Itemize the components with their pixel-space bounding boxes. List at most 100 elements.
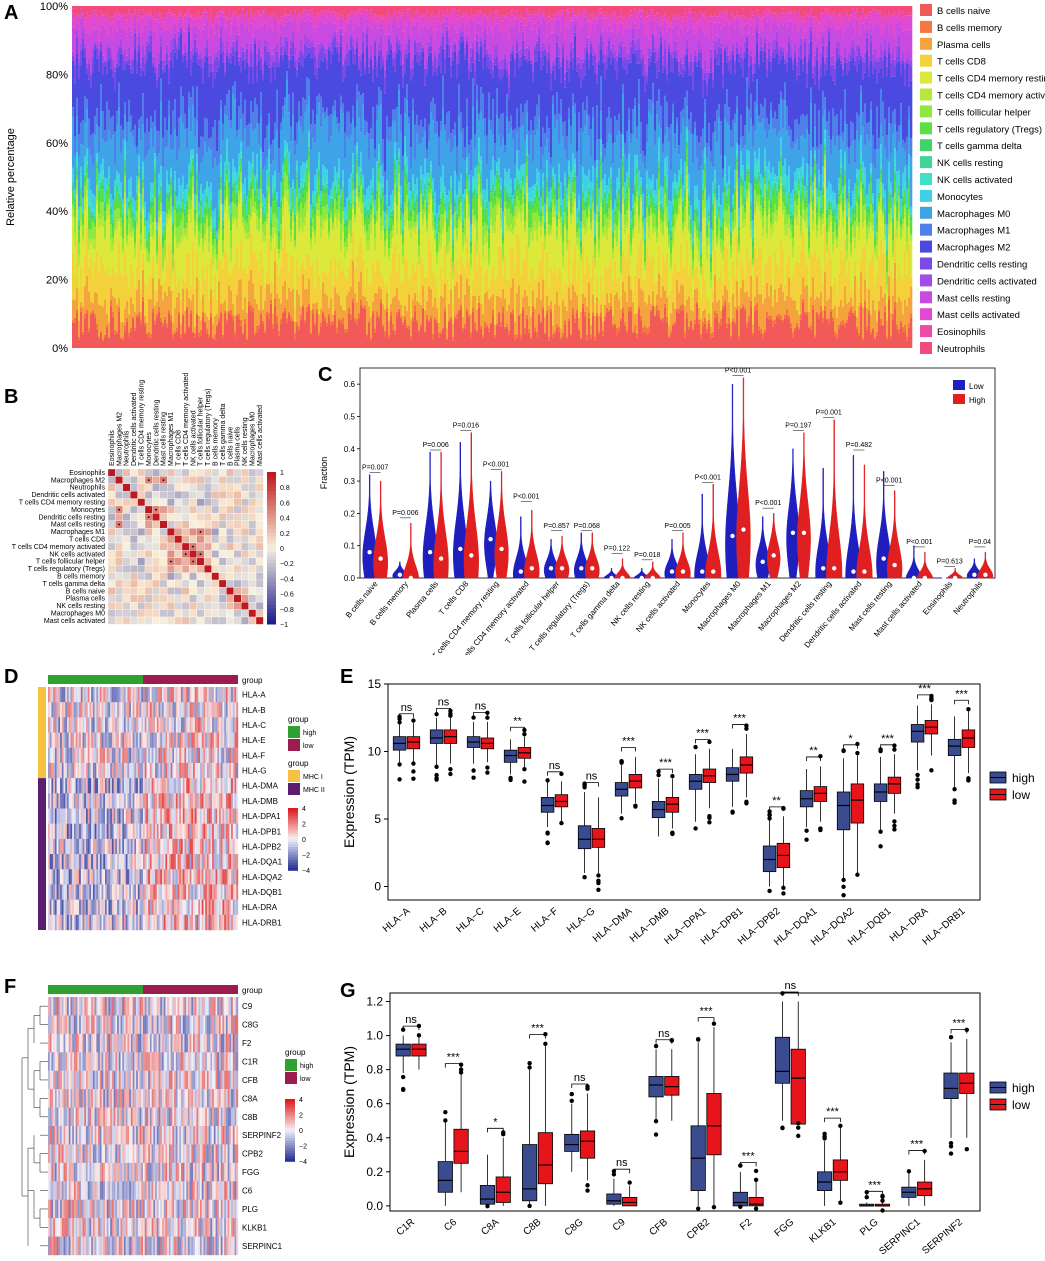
bar-segment [90, 210, 93, 216]
bar-segment [222, 62, 225, 124]
bar-segment [122, 19, 125, 29]
bar-segment [302, 19, 305, 53]
bar-segment [528, 187, 531, 194]
bar-segment [126, 219, 129, 236]
bar-segment [512, 216, 515, 230]
bar-segment [184, 15, 187, 32]
bar-segment [160, 243, 163, 286]
bar-segment [120, 182, 123, 192]
y-axis-label: Relative percentage [5, 128, 17, 226]
bar-segment [508, 86, 511, 99]
bar-segment [76, 116, 79, 152]
bar-segment [466, 237, 469, 279]
bar-segment [502, 232, 505, 237]
bar-segment [288, 6, 291, 15]
bar-segment [138, 178, 141, 183]
bar-segment [486, 48, 489, 54]
bar-segment [514, 26, 517, 58]
bar-segment [170, 135, 173, 150]
bar-segment [226, 26, 229, 41]
bar-segment [490, 183, 493, 189]
bar-segment [290, 39, 293, 48]
bar-segment [200, 136, 203, 164]
bar-segment [510, 60, 513, 116]
bar-segment [262, 6, 265, 11]
bar-segment [78, 16, 81, 36]
bar-segment [394, 164, 397, 170]
bar-segment [208, 147, 211, 188]
bar-segment [282, 44, 285, 55]
bar-segment [326, 9, 329, 17]
bar-segment [318, 169, 321, 171]
bar-segment [398, 156, 401, 161]
bar-segment [430, 14, 433, 17]
bar-segment [236, 50, 239, 131]
bar-segment [182, 16, 185, 20]
bar-segment [322, 311, 325, 314]
bar-segment [292, 188, 295, 193]
bar-segment [334, 47, 337, 101]
bar-segment [362, 52, 365, 94]
bar-segment [306, 55, 309, 78]
bar-segment [366, 10, 369, 19]
bar-segment [180, 323, 183, 334]
bar-segment [104, 334, 107, 337]
bar-segment [340, 46, 343, 96]
bar-segment [296, 76, 299, 123]
bar-segment [478, 173, 481, 185]
bar-segment [440, 247, 443, 269]
bar-segment [484, 208, 487, 214]
bar-segment [472, 209, 475, 217]
bar-segment [214, 59, 217, 79]
bar-segment [518, 19, 521, 32]
bar-segment [136, 51, 139, 61]
bar-segment [128, 64, 131, 100]
bar-segment [216, 12, 219, 17]
bar-segment [310, 124, 313, 151]
bar-segment [338, 181, 341, 185]
bar-segment [136, 185, 139, 194]
bar-segment [282, 285, 285, 313]
bar-segment [238, 180, 241, 182]
bar-segment [412, 18, 415, 22]
bar-segment [282, 162, 285, 168]
bar-segment [480, 10, 483, 13]
bar-segment [418, 329, 421, 332]
bar-segment [152, 312, 155, 348]
bar-segment [74, 322, 77, 348]
bar-segment [212, 219, 215, 228]
bar-segment [204, 240, 207, 281]
bar-segment [164, 12, 167, 17]
bar-segment [332, 286, 335, 315]
bar-segment [318, 43, 321, 54]
bar-segment [224, 181, 227, 186]
bar-segment [294, 249, 297, 307]
bar-segment [274, 227, 277, 234]
bar-segment [332, 223, 335, 228]
bar-segment [280, 323, 283, 348]
bar-segment [120, 16, 123, 28]
bar-segment [268, 178, 271, 187]
bar-segment [472, 192, 475, 199]
bar-segment [266, 170, 269, 184]
bar-segment [262, 80, 265, 153]
bar-segment [238, 34, 241, 57]
bar-segment [406, 84, 409, 101]
bar-segment [180, 115, 183, 186]
bar-segment [174, 6, 177, 15]
bar-segment [76, 287, 79, 310]
bar-segment [174, 331, 177, 334]
bar-segment [332, 38, 335, 55]
bar-segment [438, 6, 441, 10]
bar-segment [326, 16, 329, 24]
bar-segment [330, 298, 333, 322]
bar-segment [178, 314, 181, 348]
bar-segment [92, 312, 95, 348]
bar-segment [280, 46, 283, 55]
bar-segment [124, 165, 127, 173]
bar-segment [194, 326, 197, 334]
bar-segment [510, 224, 513, 233]
bar-segment [154, 197, 157, 218]
bar-segment [126, 15, 129, 21]
bar-segment [120, 273, 123, 323]
